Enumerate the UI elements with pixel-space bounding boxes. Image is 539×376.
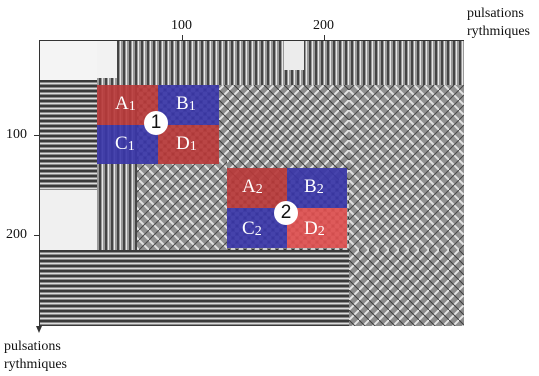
y-tick-200 xyxy=(34,235,40,236)
block1-cell-d-label: D1 xyxy=(176,133,197,155)
block2-cell-a xyxy=(227,168,287,208)
y-axis-arrow xyxy=(36,326,42,333)
y-axis-title: pulsations rythmiques xyxy=(4,338,67,374)
x-tick-label-200: 200 xyxy=(313,18,334,33)
y-tick-label-100: 100 xyxy=(6,127,27,142)
y-tick-label-200: 200 xyxy=(6,227,27,242)
y-axis-line xyxy=(39,40,40,326)
x-tick-100 xyxy=(182,35,183,41)
x-tick-label-100: 100 xyxy=(171,18,192,33)
block1-marker: 1 xyxy=(144,111,168,135)
matrix-plot xyxy=(39,40,464,326)
x-axis-title-line1: pulsations xyxy=(467,6,524,21)
y-tick-100 xyxy=(34,135,40,136)
block1-cell-d xyxy=(158,125,219,164)
x-axis-line xyxy=(39,40,464,41)
x-axis-title: pulsations rythmiques xyxy=(467,5,530,41)
y-axis-title-line2: rythmiques xyxy=(4,357,67,372)
block1-cell-b-label: B1 xyxy=(176,93,196,115)
block2-marker: 2 xyxy=(274,201,298,225)
block1-cell-a-label: A1 xyxy=(115,93,136,115)
block2-cell-b-label: B2 xyxy=(304,176,324,198)
block2-cell-b xyxy=(287,168,347,208)
block1-cell-c-label: C1 xyxy=(115,133,135,155)
matrix-canvas xyxy=(39,40,464,326)
block2-cell-d-label: D2 xyxy=(304,218,325,240)
y-axis-title-line1: pulsations xyxy=(4,339,61,354)
x-tick-200 xyxy=(324,35,325,41)
block1-cell-b xyxy=(158,85,219,125)
block2-cell-a-label: A2 xyxy=(242,176,263,198)
block2-cell-c-label: C2 xyxy=(242,218,262,240)
x-axis-title-line2: rythmiques xyxy=(467,24,530,39)
